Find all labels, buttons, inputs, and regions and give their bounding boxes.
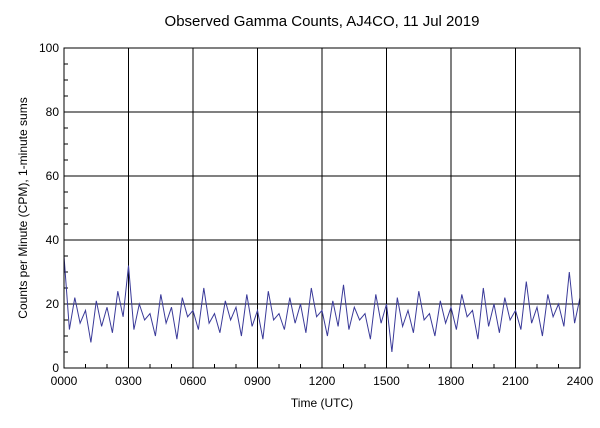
x-tick-label: 2100 xyxy=(502,374,529,388)
grid-lines xyxy=(63,47,581,369)
x-tick-label: 0000 xyxy=(51,374,78,388)
x-axis-label: Time (UTC) xyxy=(291,396,353,410)
x-tick-label: 0300 xyxy=(115,374,142,388)
x-tick-label: 1200 xyxy=(309,374,336,388)
y-tick-label: 80 xyxy=(46,105,60,119)
x-tick-label: 0600 xyxy=(180,374,207,388)
y-tick-label: 60 xyxy=(46,169,60,183)
y-tick-label: 0 xyxy=(52,361,59,375)
y-tick-label: 20 xyxy=(46,297,60,311)
y-tick-labels: 0 20 40 60 80 100 xyxy=(39,41,59,375)
y-axis-label: Counts per Minute (CPM), 1-minute sums xyxy=(16,97,30,318)
x-tick-label: 0900 xyxy=(244,374,271,388)
chart-title: Observed Gamma Counts, AJ4CO, 11 Jul 201… xyxy=(165,13,480,30)
y-tick-label: 100 xyxy=(39,41,59,55)
series-line xyxy=(63,255,581,353)
plot-frame xyxy=(63,47,581,369)
x-tick-label: 1500 xyxy=(373,374,400,388)
minor-ticks xyxy=(64,63,559,368)
x-tick-label: 2400 xyxy=(567,374,594,388)
x-tick-labels: 0000 0300 0600 0900 1200 1500 1800 2100 2400 xyxy=(51,374,594,388)
x-tick-label: 1800 xyxy=(438,374,465,388)
y-tick-label: 40 xyxy=(46,233,60,247)
